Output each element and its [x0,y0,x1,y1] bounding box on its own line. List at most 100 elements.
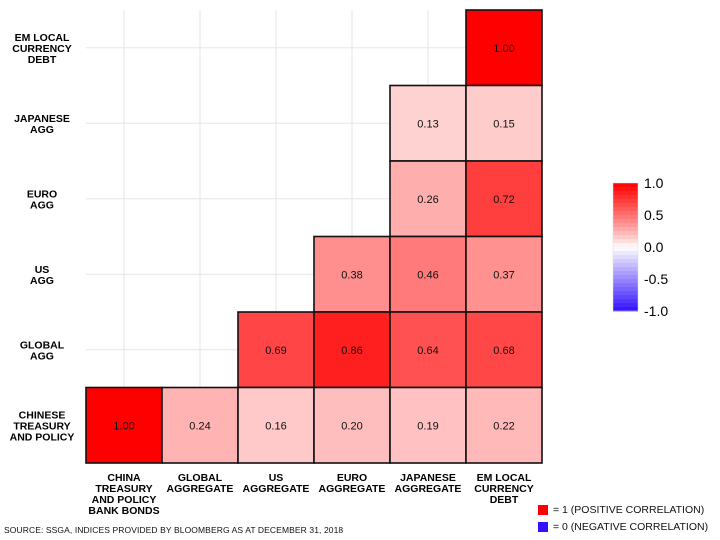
column-label: EURO [337,472,367,484]
cell-value-label: 0.15 [493,118,514,130]
colorbar-segment [613,215,638,220]
colorbar-tick-label: 0.5 [644,207,664,223]
heatmap-cell [85,386,163,464]
row-labels: EM LOCALCURRENCYDEBTJAPANESEAGGEUROAGGUS… [10,32,75,444]
colorbar-segment [613,251,638,256]
legend-negative: = 0 (NEGATIVE CORRELATION) [538,521,708,533]
row-label: AGG [30,124,54,136]
legend-negative-swatch [538,522,548,532]
column-label: JAPANESE [400,472,456,484]
colorbar-segment [613,183,638,188]
column-label: AGGREGATE [319,483,386,495]
legend-positive-label: = 1 (POSITIVE CORRELATION) [553,504,705,516]
row-label: GLOBAL [20,339,65,351]
cell-value-label: 0.22 [493,420,514,432]
colorbar-segment [613,307,638,312]
cell-value-label: 0.19 [417,420,438,432]
heatmap-cell [237,311,315,389]
row-label: AGG [30,350,54,362]
row-label: TREASURY [13,420,70,432]
colorbar-segment [613,247,638,252]
colorbar-segment [613,239,638,244]
row-label: AND POLICY [10,431,75,443]
row-label: DEBT [28,54,57,66]
colorbar-segment [613,271,638,276]
heatmap-cell [465,311,543,389]
colorbar-segment [613,207,638,212]
heatmap-cell [465,9,543,87]
cell-value-label: 0.13 [417,118,438,130]
row-label: JAPANESE [14,113,70,125]
column-label: EM LOCAL [477,472,532,484]
heatmap-cell [313,386,391,464]
heatmap-cell [389,84,467,162]
colorbar-segment [613,299,638,304]
row-label: AGG [30,275,54,287]
cell-value-label: 0.86 [341,345,362,357]
colorbar: 1.0 0.5 0.0 -0.5 -1.0 [612,175,668,319]
legend-positive-swatch [538,505,548,515]
row-label: CHINESE [19,409,66,421]
cell-value-label: 0.64 [417,345,438,357]
source-note: SOURCE: SSGA, INDICES PROVIDED BY BLOOMB… [4,525,344,535]
colorbar-frame [612,182,639,312]
heatmap-cells: 1.00 0.13 0.15 0.26 0.72 0.38 0.46 0.37 0.69 0.86… [85,9,543,464]
colorbar-segment [613,295,638,300]
column-label: GLOBAL [178,472,223,484]
row-label: CURRENCY [12,43,72,55]
colorbar-tick-label: 0.0 [644,239,664,255]
row-label: EURO [27,188,57,200]
colorbar-segment [613,231,638,236]
column-label: CHINA [107,472,141,484]
column-label: DEBT [490,494,519,506]
cell-value-label: 0.68 [493,345,514,357]
colorbar-tick-label: -0.5 [644,271,668,287]
legend-positive: = 1 (POSITIVE CORRELATION) [538,504,704,516]
column-label: AND POLICY [92,494,157,506]
colorbar-segment [613,255,638,260]
column-label: AGGREGATE [167,483,234,495]
legend-negative-label: = 0 (NEGATIVE CORRELATION) [553,521,709,533]
column-label: TREASURY [95,483,152,495]
heatmap-cell [465,386,543,464]
cell-value-label: 0.37 [493,269,514,281]
cell-value-label: 0.69 [265,345,286,357]
colorbar-segment [613,287,638,292]
colorbar-segment [613,279,638,284]
cell-value-label: 1.00 [493,43,514,55]
heatmap-cell [389,235,467,313]
heatmap-cell [389,160,467,238]
cell-value-label: 0.46 [417,269,438,281]
column-label: AGGREGATE [243,483,310,495]
cell-value-label: 0.38 [341,269,362,281]
cell-value-label: 0.16 [265,420,286,432]
column-label: US [269,472,284,484]
colorbar-segment [613,227,638,232]
cell-value-label: 0.24 [189,420,210,432]
colorbar-segment [613,243,638,248]
row-label: EM LOCAL [15,32,70,44]
colorbar-tick-label: 1.0 [644,175,664,191]
colorbar-segment [613,283,638,288]
colorbar-segment [613,187,638,192]
colorbar-tick-label: -1.0 [644,303,668,319]
colorbar-segment [613,275,638,280]
column-label: BANK BONDS [88,505,159,517]
column-label: CURRENCY [474,483,534,495]
colorbar-segment [613,211,638,216]
row-label: US [35,264,50,276]
heatmap-cell [313,311,391,389]
row-label: AGG [30,199,54,211]
colorbar-segment [613,303,638,308]
cell-value-label: 0.72 [493,194,514,206]
colorbar-segment [613,263,638,268]
heatmap-cell [161,386,239,464]
colorbar-segment [613,267,638,272]
heatmap-cell [389,311,467,389]
colorbar-segment [613,195,638,200]
cell-value-label: 1.00 [113,420,134,432]
colorbar-segment [613,191,638,196]
cell-value-label: 0.26 [417,194,438,206]
